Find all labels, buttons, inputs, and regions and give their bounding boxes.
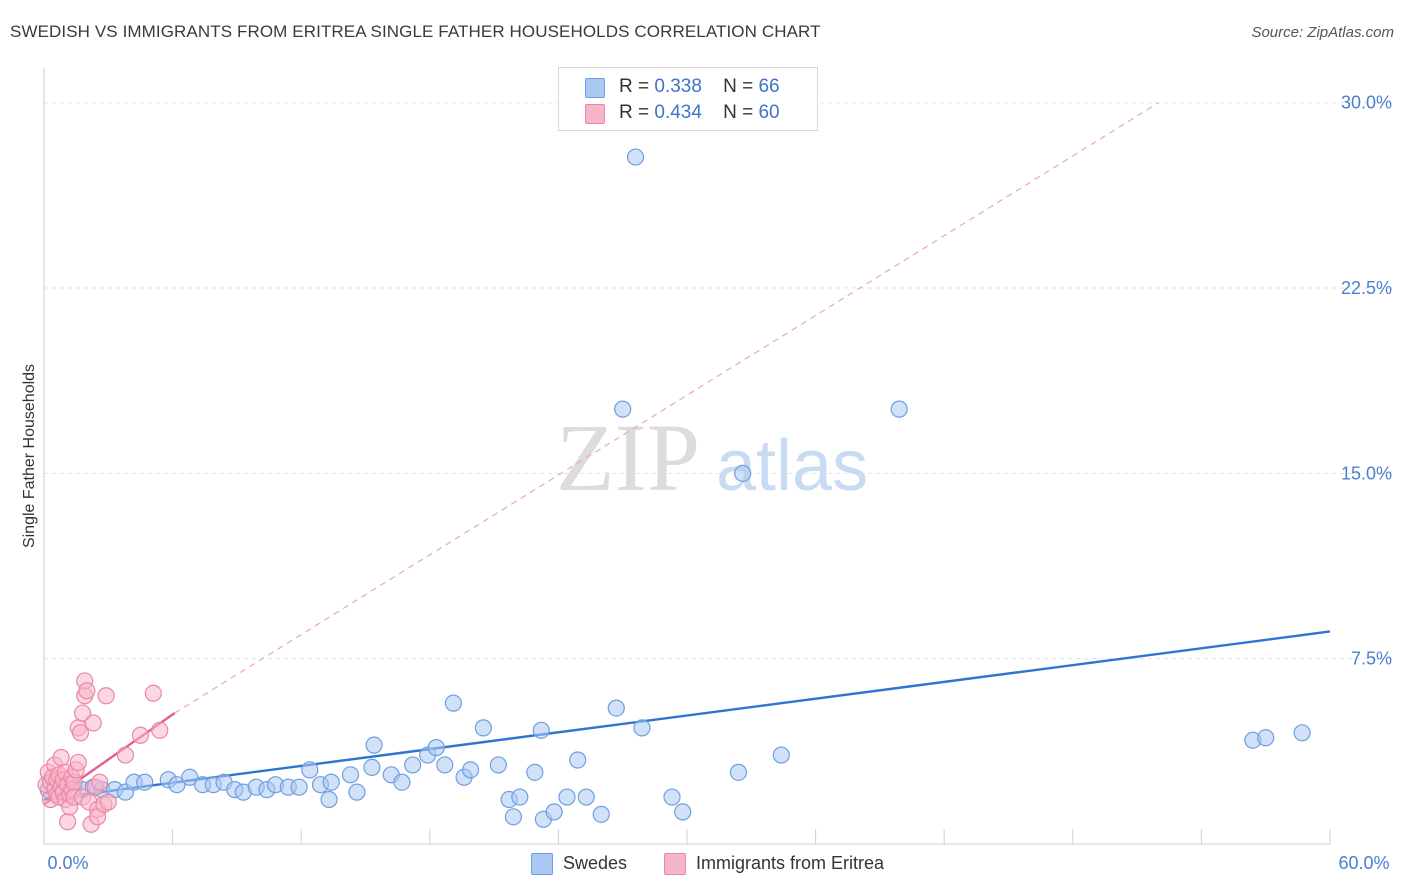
- point-eritrea: [52, 748, 70, 767]
- point-swedes: [633, 719, 651, 737]
- axes: [43, 68, 1331, 845]
- point-eritrea: [69, 753, 87, 772]
- point-swedes: [734, 464, 752, 482]
- point-eritrea: [97, 687, 115, 705]
- point-swedes: [772, 746, 790, 764]
- point-eritrea: [116, 746, 135, 764]
- point-swedes: [558, 788, 576, 806]
- point-swedes: [663, 788, 681, 806]
- bottom-legend-label-eritrea: Immigrants from Eritrea: [696, 853, 885, 873]
- legend-r-label: R =: [619, 76, 650, 97]
- legend-swatch-eritrea: [585, 104, 605, 124]
- point-swedes: [532, 721, 550, 739]
- point-swedes: [1293, 724, 1311, 742]
- point-eritrea: [144, 684, 162, 702]
- legend-r-label: R =: [619, 102, 650, 123]
- y-tick-label: 7.5%: [1351, 649, 1392, 669]
- point-swedes: [511, 788, 529, 806]
- bottom-legend-swatch-eritrea: [664, 853, 686, 875]
- x-tick-label-min: 0.0%: [47, 853, 88, 873]
- watermark-zip: ZIP: [556, 404, 700, 511]
- legend-n-label: N =: [723, 102, 754, 123]
- y-tick-label: 30.0%: [1341, 93, 1392, 113]
- point-swedes: [436, 756, 454, 774]
- legend-n-value: 66: [758, 76, 780, 97]
- chart-title: SWEDISH VS IMMIGRANTS FROM ERITREA SINGL…: [10, 22, 821, 41]
- point-swedes: [729, 763, 748, 781]
- point-swedes: [181, 768, 199, 786]
- point-eritrea: [131, 726, 150, 744]
- x-tick-label-max: 60.0%: [1338, 853, 1389, 873]
- point-swedes: [168, 776, 186, 794]
- y-tick-label: 22.5%: [1341, 278, 1392, 298]
- point-eritrea: [58, 813, 77, 831]
- point-eritrea: [91, 773, 109, 791]
- point-swedes: [1257, 729, 1275, 747]
- point-swedes: [674, 803, 692, 821]
- legend-n-value: 60: [758, 102, 780, 123]
- point-swedes: [363, 758, 381, 777]
- bottom-legend-label-swedes: Swedes: [563, 853, 628, 873]
- point-swedes: [322, 773, 340, 791]
- point-eritrea: [71, 724, 90, 742]
- y-axis-label: Single Father Households: [21, 364, 38, 548]
- point-swedes: [461, 761, 480, 779]
- point-swedes: [545, 803, 563, 821]
- point-swedes: [569, 751, 587, 769]
- point-swedes: [444, 694, 462, 712]
- point-eritrea: [73, 704, 92, 722]
- point-swedes: [489, 756, 507, 774]
- point-eritrea: [99, 793, 117, 811]
- point-swedes: [474, 719, 492, 737]
- point-swedes: [290, 778, 308, 796]
- bottom-legend-swatch-swedes: [531, 853, 553, 875]
- gridlines: [44, 102, 1392, 660]
- point-swedes: [592, 805, 610, 823]
- point-eritrea: [151, 721, 169, 739]
- legend-n-label: N =: [723, 76, 754, 97]
- point-swedes: [365, 736, 383, 754]
- point-swedes: [341, 766, 360, 784]
- source-label: Source: ZipAtlas.com: [1251, 24, 1394, 41]
- trend-line-eritrea-extension: [174, 102, 1159, 714]
- series-eritrea: [37, 672, 169, 833]
- trend-line-swedes: [43, 630, 1331, 801]
- point-eritrea: [78, 682, 96, 700]
- point-eritrea: [84, 714, 102, 732]
- point-swedes: [526, 763, 544, 781]
- point-swedes: [577, 788, 595, 806]
- point-swedes: [504, 808, 522, 826]
- point-swedes: [393, 773, 411, 791]
- point-swedes: [320, 790, 338, 809]
- point-swedes: [404, 756, 422, 774]
- point-swedes: [348, 783, 366, 801]
- correlation-legend: R = 0.338 N = 66 R = 0.434 N = 60: [558, 67, 818, 131]
- watermark: ZIP atlas: [556, 404, 868, 511]
- series-swedes: [39, 148, 1311, 828]
- point-swedes: [136, 773, 154, 791]
- legend-swatch-swedes: [585, 78, 605, 98]
- point-swedes: [607, 699, 625, 717]
- point-swedes: [301, 761, 319, 779]
- point-swedes: [890, 400, 908, 418]
- y-tick-label: 15.0%: [1341, 463, 1392, 483]
- point-swedes: [614, 400, 632, 418]
- point-swedes: [626, 148, 645, 166]
- point-swedes: [427, 739, 445, 757]
- legend-r-value: 0.434: [654, 102, 702, 123]
- legend-r-value: 0.338: [654, 76, 702, 97]
- tick-labels: 7.5% 15.0% 22.5% 30.0% 0.0% 60.0%: [47, 93, 1392, 873]
